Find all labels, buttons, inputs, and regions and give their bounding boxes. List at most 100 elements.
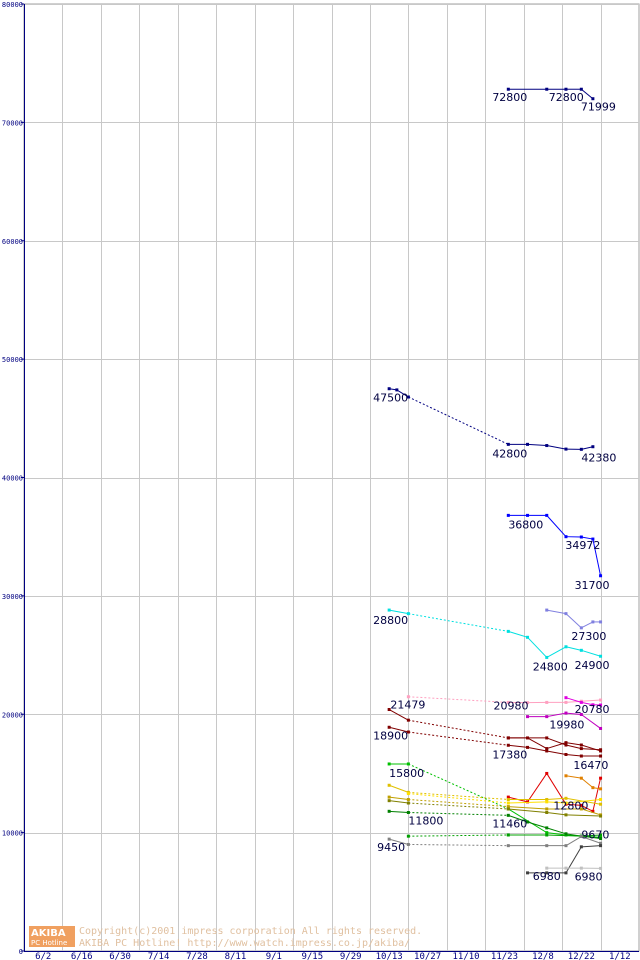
series-6-point <box>599 726 603 730</box>
series-20-point <box>564 844 568 848</box>
series-9-segment <box>546 750 567 755</box>
series-11-segment <box>527 773 548 803</box>
series-4-point <box>591 620 595 624</box>
series-9-segment <box>527 746 547 752</box>
series-12-segment <box>581 777 594 789</box>
series-10-point <box>506 736 510 740</box>
y-tick-label: 30000 <box>2 593 23 601</box>
data-label: 20780 <box>575 703 610 716</box>
series-0-point <box>579 87 583 91</box>
series-0-segment <box>581 88 594 100</box>
series-4-point <box>579 626 583 630</box>
copyright-line-1: Copyright(c)2001 impress corporation All… <box>79 926 422 937</box>
series-14-point <box>506 797 510 801</box>
series-3-point <box>387 608 391 612</box>
series-20-point <box>506 844 510 848</box>
series-18-segment <box>546 827 567 835</box>
series-2-point <box>591 537 595 541</box>
data-label: 9450 <box>377 841 405 854</box>
data-label: 34972 <box>565 539 600 552</box>
akiba-logo <box>29 926 75 947</box>
series-0-point <box>591 97 595 101</box>
x-tick-label: 8/11 <box>225 952 247 960</box>
series-18-point <box>387 809 391 813</box>
series-8-point <box>564 741 568 745</box>
series-10-point <box>599 748 603 752</box>
series-15-segment <box>565 798 601 804</box>
y-tick-label: 60000 <box>2 238 23 246</box>
series-10-point <box>545 736 549 740</box>
series-6-point <box>564 711 568 715</box>
series-21-point <box>579 845 583 849</box>
series-1-point <box>545 444 549 448</box>
copyright-footer: AKIBA PC Hotline Copyright(c)2001 impres… <box>29 926 422 949</box>
data-label: 24900 <box>575 659 610 672</box>
series-9-point <box>564 752 568 756</box>
series-1-point <box>406 395 410 399</box>
series-14-segment <box>546 797 566 800</box>
series-13-segment <box>546 832 567 836</box>
y-tick-label: 10000 <box>2 830 23 838</box>
series-18-segment <box>581 835 601 840</box>
series-2-point <box>545 513 549 517</box>
series-16-point <box>545 807 549 811</box>
series-3-point <box>579 648 583 652</box>
series-14-segment <box>408 791 509 800</box>
series-10-segment <box>546 737 567 746</box>
series-2-segment <box>581 536 593 540</box>
series-5-point <box>564 700 568 704</box>
data-label: 11460 <box>492 817 527 830</box>
data-label: 47500 <box>373 392 408 405</box>
series-2-point <box>599 574 603 578</box>
series-13-point <box>545 831 549 835</box>
series-7-segment <box>565 697 582 703</box>
series-1-point <box>579 447 583 451</box>
series-8-segment <box>388 709 409 721</box>
series-20-segment <box>565 836 582 847</box>
data-label: 6980 <box>533 870 561 883</box>
series-0-point <box>564 87 568 91</box>
series-20-segment <box>408 843 509 847</box>
series-11-segment <box>581 804 594 812</box>
series-6-segment <box>546 712 567 718</box>
series-12-point <box>599 787 603 791</box>
data-label: 9670 <box>581 829 609 842</box>
series-14-point <box>545 797 549 801</box>
series-20-point <box>599 841 603 845</box>
x-tick-label: 7/28 <box>186 952 208 960</box>
data-label: 42800 <box>492 447 527 460</box>
x-tick-label: 6/16 <box>71 952 93 960</box>
series-6-point <box>526 715 530 719</box>
series-16-segment <box>508 806 547 810</box>
series-9-point <box>579 754 583 758</box>
series-18-point <box>545 826 549 830</box>
data-label: 72800 <box>549 91 584 104</box>
x-tick-label: 1/12 <box>609 952 631 960</box>
series-12-segment <box>565 775 582 779</box>
x-tick-label: 12/8 <box>532 952 554 960</box>
series-11-point <box>526 800 530 804</box>
series-19-point <box>599 833 603 837</box>
series-16-point <box>579 807 583 811</box>
series-8-point <box>406 718 410 722</box>
series-3-segment <box>546 646 567 658</box>
chart-series <box>387 87 603 875</box>
series-9-point <box>599 754 603 758</box>
series-13-point <box>406 762 410 766</box>
series-1-point <box>387 387 391 391</box>
x-tick-label: 9/29 <box>340 952 362 960</box>
series-18-point <box>564 832 568 836</box>
series-5-point <box>506 700 510 704</box>
chart-grid <box>23 3 640 952</box>
series-14-point <box>599 802 603 806</box>
data-label: 24800 <box>533 660 568 673</box>
series-18-point <box>526 820 530 824</box>
series-1-segment <box>581 446 593 450</box>
series-22-point <box>545 866 549 870</box>
akiba-logo-bottom: PC Hotline <box>31 939 67 947</box>
series-19-segment <box>546 834 582 837</box>
series-9-point <box>506 743 510 747</box>
series-18-segment <box>389 810 409 814</box>
series-17-segment <box>408 802 509 810</box>
series-19-point <box>506 833 510 837</box>
